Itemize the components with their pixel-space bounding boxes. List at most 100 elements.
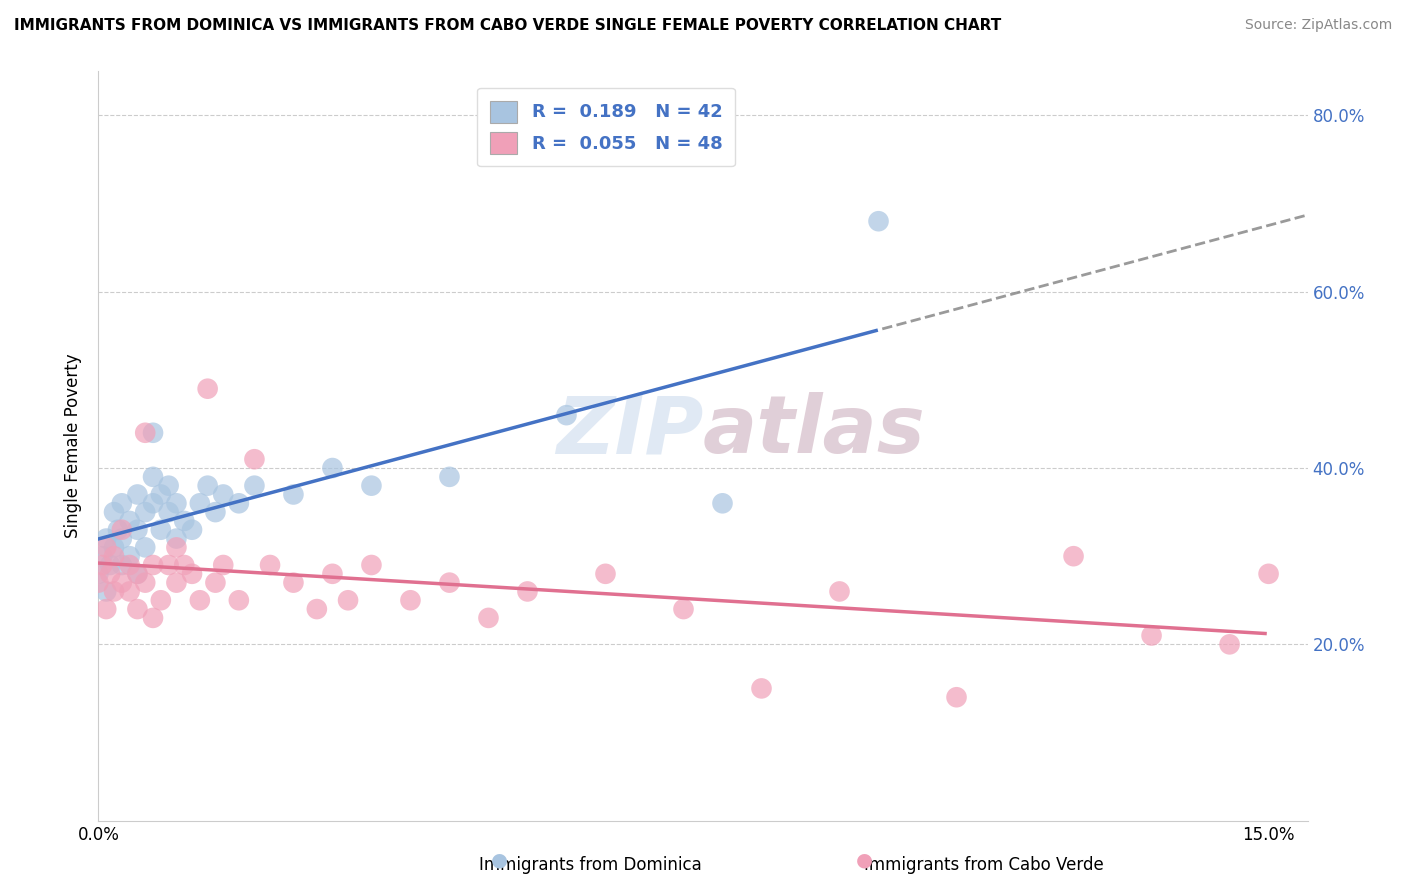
Point xyxy=(868,214,890,228)
Point xyxy=(305,602,328,616)
Point xyxy=(181,566,204,581)
Point xyxy=(228,496,250,510)
Point xyxy=(98,566,121,581)
Point xyxy=(197,382,219,396)
Point xyxy=(1063,549,1085,564)
Point xyxy=(127,566,149,581)
Y-axis label: Single Female Poverty: Single Female Poverty xyxy=(65,354,83,538)
Point xyxy=(127,523,149,537)
Point xyxy=(1257,566,1279,581)
Point xyxy=(439,575,461,590)
Point xyxy=(134,425,156,440)
Point xyxy=(142,425,165,440)
Point xyxy=(149,487,172,501)
Point xyxy=(711,496,734,510)
Point xyxy=(595,566,617,581)
Point xyxy=(157,558,180,572)
Point xyxy=(243,452,266,467)
Point xyxy=(1219,637,1241,651)
Point xyxy=(111,523,134,537)
Point xyxy=(181,523,204,537)
Point xyxy=(103,584,125,599)
Text: ●: ● xyxy=(491,851,508,870)
Point xyxy=(165,575,187,590)
Point xyxy=(157,478,180,492)
Point xyxy=(103,541,125,555)
Point xyxy=(149,523,172,537)
Point xyxy=(555,408,578,422)
Point xyxy=(173,558,195,572)
Point xyxy=(103,505,125,519)
Text: ●: ● xyxy=(856,851,873,870)
Point xyxy=(96,541,118,555)
Point xyxy=(118,549,141,564)
Point xyxy=(945,690,967,705)
Point xyxy=(751,681,773,696)
Point xyxy=(127,566,149,581)
Point xyxy=(439,470,461,484)
Point xyxy=(165,496,187,510)
Point xyxy=(165,541,187,555)
Point xyxy=(103,549,125,564)
Point xyxy=(283,575,305,590)
Point xyxy=(111,496,134,510)
Point xyxy=(91,549,114,564)
Point xyxy=(283,487,305,501)
Point xyxy=(96,532,118,546)
Point xyxy=(142,496,165,510)
Point xyxy=(142,558,165,572)
Point xyxy=(96,602,118,616)
Point xyxy=(228,593,250,607)
Point xyxy=(142,470,165,484)
Text: Source: ZipAtlas.com: Source: ZipAtlas.com xyxy=(1244,18,1392,32)
Point xyxy=(212,487,235,501)
Legend: R =  0.189   N = 42, R =  0.055   N = 48: R = 0.189 N = 42, R = 0.055 N = 48 xyxy=(478,88,735,166)
Point xyxy=(197,478,219,492)
Point xyxy=(142,611,165,625)
Point xyxy=(188,496,211,510)
Point xyxy=(98,558,121,572)
Point xyxy=(107,523,129,537)
Text: IMMIGRANTS FROM DOMINICA VS IMMIGRANTS FROM CABO VERDE SINGLE FEMALE POVERTY COR: IMMIGRANTS FROM DOMINICA VS IMMIGRANTS F… xyxy=(14,18,1001,33)
Point xyxy=(360,478,382,492)
Point xyxy=(259,558,281,572)
Point xyxy=(134,505,156,519)
Point xyxy=(321,461,343,475)
Point xyxy=(337,593,360,607)
Point xyxy=(204,505,226,519)
Point xyxy=(111,558,134,572)
Point xyxy=(134,541,156,555)
Point xyxy=(477,611,499,625)
Text: atlas: atlas xyxy=(703,392,925,470)
Point xyxy=(188,593,211,607)
Point xyxy=(96,584,118,599)
Point xyxy=(360,558,382,572)
Text: Immigrants from Dominica: Immigrants from Dominica xyxy=(479,856,702,874)
Point xyxy=(243,478,266,492)
Point xyxy=(118,514,141,528)
Text: Immigrants from Cabo Verde: Immigrants from Cabo Verde xyxy=(865,856,1104,874)
Point xyxy=(118,558,141,572)
Point xyxy=(516,584,538,599)
Point xyxy=(149,593,172,607)
Point xyxy=(204,575,226,590)
Point xyxy=(212,558,235,572)
Point xyxy=(321,566,343,581)
Point xyxy=(87,566,110,581)
Point xyxy=(672,602,695,616)
Point xyxy=(399,593,422,607)
Point xyxy=(111,575,134,590)
Point xyxy=(173,514,195,528)
Point xyxy=(91,558,114,572)
Point xyxy=(165,532,187,546)
Point xyxy=(828,584,851,599)
Point xyxy=(111,532,134,546)
Point xyxy=(127,487,149,501)
Point xyxy=(127,602,149,616)
Point xyxy=(157,505,180,519)
Point xyxy=(134,575,156,590)
Point xyxy=(87,575,110,590)
Text: ZIP: ZIP xyxy=(555,392,703,470)
Point xyxy=(1140,628,1163,642)
Point xyxy=(118,584,141,599)
